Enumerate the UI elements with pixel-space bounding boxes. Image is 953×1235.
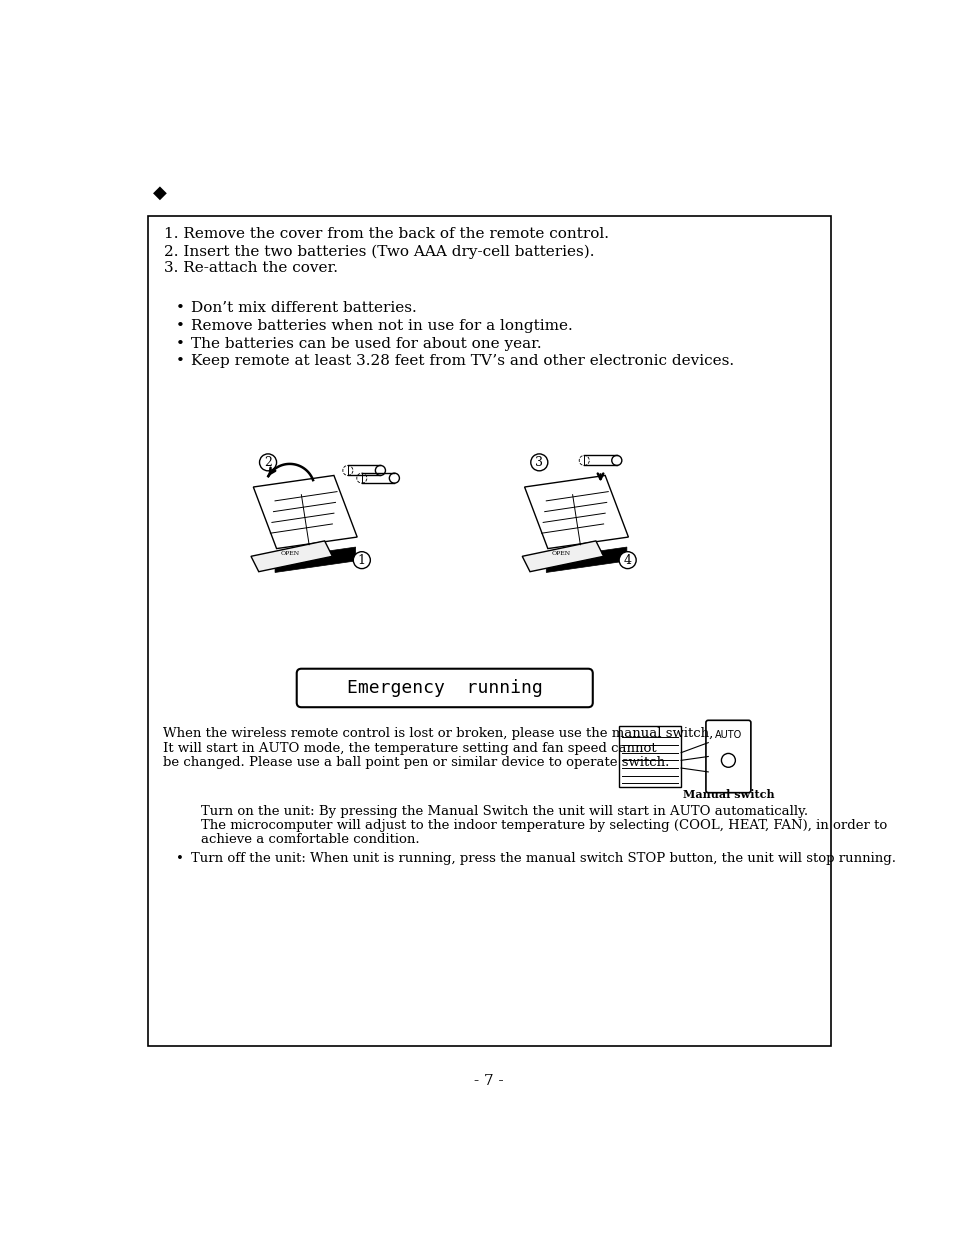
Text: The batteries can be used for about one year.: The batteries can be used for about one … — [192, 337, 541, 351]
Text: When the wireless remote control is lost or broken, please use the manual switch: When the wireless remote control is lost… — [163, 727, 713, 740]
Text: 2: 2 — [264, 456, 272, 469]
Text: 3: 3 — [535, 456, 542, 469]
Polygon shape — [524, 475, 628, 548]
Text: Don’t mix different batteries.: Don’t mix different batteries. — [192, 301, 416, 315]
Text: •: • — [175, 354, 184, 368]
Text: 4: 4 — [623, 553, 631, 567]
Text: be changed. Please use a ball point pen or similar device to operate switch.: be changed. Please use a ball point pen … — [163, 756, 669, 769]
Text: It will start in AUTO mode, the temperature setting and fan speed cannot: It will start in AUTO mode, the temperat… — [163, 741, 657, 755]
Polygon shape — [546, 547, 626, 573]
Text: achieve a comfortable condition.: achieve a comfortable condition. — [200, 834, 418, 846]
Text: AUTO: AUTO — [714, 730, 741, 740]
Polygon shape — [251, 541, 332, 572]
Text: •: • — [175, 301, 184, 315]
Text: Turn on the unit: By pressing the Manual Switch the unit will start in AUTO auto: Turn on the unit: By pressing the Manual… — [200, 805, 807, 819]
Text: Turn off the unit: When unit is running, press the manual switch STOP button, th: Turn off the unit: When unit is running,… — [192, 852, 896, 864]
Circle shape — [353, 552, 370, 568]
Bar — [618, 726, 680, 787]
Text: OPEN: OPEN — [280, 552, 299, 557]
Text: Manual switch: Manual switch — [682, 789, 774, 800]
FancyBboxPatch shape — [705, 720, 750, 793]
Text: Keep remote at least 3.28 feet from TV’s and other electronic devices.: Keep remote at least 3.28 feet from TV’s… — [192, 354, 734, 368]
Circle shape — [259, 454, 276, 471]
Text: •: • — [175, 337, 184, 351]
Text: •: • — [175, 319, 184, 333]
Polygon shape — [274, 547, 355, 573]
Text: 1. Remove the cover from the back of the remote control.: 1. Remove the cover from the back of the… — [164, 227, 609, 241]
Text: Emergency  running: Emergency running — [347, 679, 542, 697]
Text: 2. Insert the two batteries (Two AAA dry-cell batteries).: 2. Insert the two batteries (Two AAA dry… — [164, 245, 594, 258]
Text: OPEN: OPEN — [551, 552, 570, 557]
Polygon shape — [253, 475, 356, 548]
Polygon shape — [521, 541, 603, 572]
Text: 1: 1 — [357, 553, 365, 567]
Text: - 7 -: - 7 - — [474, 1074, 503, 1088]
Circle shape — [618, 552, 636, 568]
Bar — [148, 216, 831, 1046]
Text: 3. Re-attach the cover.: 3. Re-attach the cover. — [164, 262, 338, 275]
Text: The microcomputer will adjust to the indoor temperature by selecting (COOL, HEAT: The microcomputer will adjust to the ind… — [200, 819, 886, 832]
Text: ◆: ◆ — [152, 184, 167, 201]
FancyBboxPatch shape — [296, 668, 592, 708]
Text: Remove batteries when not in use for a longtime.: Remove batteries when not in use for a l… — [192, 319, 573, 333]
Text: •: • — [175, 852, 183, 864]
Circle shape — [530, 454, 547, 471]
